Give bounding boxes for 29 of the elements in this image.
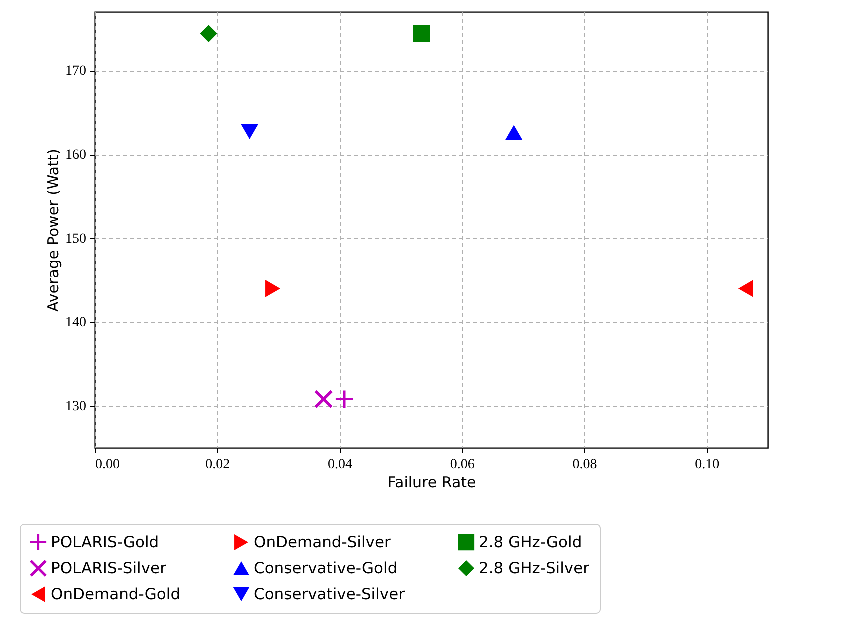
- legend-label: OnDemand-Gold: [51, 586, 181, 604]
- point: [413, 25, 430, 42]
- point: [241, 124, 258, 140]
- x-axis-title: Failure Rate: [388, 474, 476, 492]
- x-tick-label: 0.10: [695, 458, 720, 472]
- legend-label: 2.8 GHz-Silver: [479, 560, 590, 578]
- legend-label: OnDemand-Silver: [254, 534, 392, 552]
- point: [336, 390, 354, 408]
- x-tick-label: 0.02: [206, 458, 230, 472]
- y-tick-label: 170: [66, 64, 86, 80]
- point: [200, 25, 218, 42]
- y-tick-label: 150: [66, 232, 86, 247]
- y-tick-label: 160: [66, 148, 86, 164]
- x-tick-label: 0.06: [450, 458, 475, 472]
- x-tick-label: 0.00: [96, 458, 120, 472]
- x-tick-label: 0.04: [328, 458, 352, 472]
- y-axis-title: Average Power (Watt): [44, 148, 62, 312]
- legend-label: POLARIS-Gold: [51, 534, 160, 552]
- legend-label: 2.8 GHz-Gold: [479, 534, 582, 552]
- x-tick-label: 0.08: [572, 458, 598, 472]
- point: [738, 280, 754, 298]
- point: [266, 280, 281, 298]
- y-tick-label: 140: [66, 316, 86, 331]
- point: [505, 125, 523, 140]
- y-tick-label: 130: [66, 400, 86, 415]
- point: [314, 390, 333, 408]
- legend-label: Conservative-Silver: [254, 586, 406, 604]
- legend-label: POLARIS-Silver: [51, 560, 168, 578]
- legend-label: Conservative-Gold: [254, 560, 398, 578]
